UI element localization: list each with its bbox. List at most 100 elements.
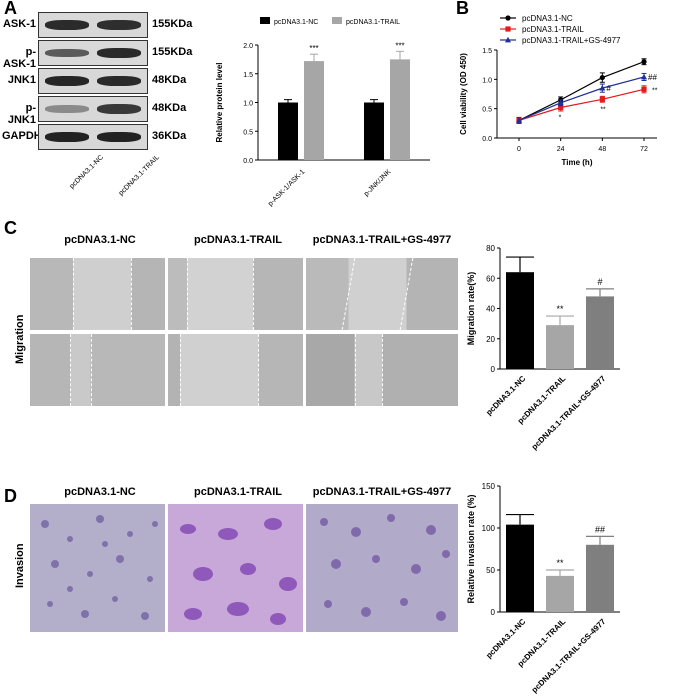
migration-micrograph <box>306 334 458 406</box>
x-tick-label: pcDNA3.1-TRAIL+GS-4977 <box>530 617 608 695</box>
bar <box>278 102 298 160</box>
x-tick-label: pcDNA3.1-TRAIL+GS-4977 <box>530 374 608 452</box>
y-tick-label: 0.5 <box>482 107 492 114</box>
bar <box>506 272 534 369</box>
invasion-title-trail: pcDNA3.1-TRAIL <box>193 486 282 498</box>
bar <box>304 61 324 160</box>
legend-marker <box>505 36 511 43</box>
y-tick-label: 0.0 <box>482 136 492 143</box>
bar <box>506 524 534 612</box>
legend-label: pcDNA3.1-TRAIL <box>522 25 584 34</box>
data-point <box>558 104 564 111</box>
significance-mark: # <box>597 277 602 287</box>
migration-side-label: Migration <box>14 314 26 365</box>
wb-kda: 155KDa <box>152 18 193 30</box>
y-tick-label: 1.0 <box>243 101 253 108</box>
legend-marker <box>505 15 511 21</box>
bar <box>364 102 384 160</box>
data-point <box>599 74 605 81</box>
migration-micrograph <box>30 334 165 406</box>
y-tick-label: 1.5 <box>243 72 253 79</box>
data-point <box>641 73 647 80</box>
lane-label-trail: pcDNA3.1-TRAIL <box>117 154 161 198</box>
significance-mark: ## <box>595 524 605 534</box>
significance-mark: *** <box>309 44 318 53</box>
invasion-micrograph <box>168 504 303 632</box>
wb-protein-name: ASK-1 <box>2 18 36 30</box>
wb-kda: 48KDa <box>152 102 187 114</box>
y-axis-label: Cell viability (OD 450) <box>459 53 468 135</box>
bar <box>546 575 574 612</box>
data-point <box>641 59 647 65</box>
legend-swatch <box>260 17 270 24</box>
blot-strip <box>38 40 148 66</box>
significance-mark: *** <box>395 41 404 50</box>
panel-label-b: B <box>456 0 469 18</box>
panel-label-c: C <box>4 218 17 238</box>
y-tick-label: 50 <box>486 566 495 575</box>
data-point <box>599 96 605 102</box>
data-point <box>599 84 606 91</box>
y-axis-label: Migration rate(%) <box>466 272 476 346</box>
y-axis-label: Relative invasion rate (%) <box>466 494 476 603</box>
y-axis-label: Relative protein level <box>215 62 224 142</box>
invasion-side-label: Invasion <box>14 543 26 588</box>
migration-micrograph <box>306 258 458 330</box>
significance-mark: ## <box>648 73 657 82</box>
invasion-images: pcDNA3.1-NC pcDNA3.1-TRAIL pcDNA3.1-TRAI… <box>0 480 460 640</box>
legend-swatch <box>332 17 342 24</box>
migration-title-gs: pcDNA3.1-TRAIL+GS-4977 <box>312 234 452 246</box>
legend-label: pcDNA3.1-TRAIL+GS-4977 <box>522 36 621 45</box>
x-tick-label: pcDNA3.1-NC <box>484 374 527 417</box>
wb-protein-name: p-JNK1 <box>7 102 36 126</box>
significance-mark: ** <box>556 304 564 314</box>
y-tick-label: 80 <box>486 244 495 253</box>
y-tick-label: 1.0 <box>482 77 492 84</box>
blot-strip <box>38 96 148 122</box>
y-tick-label: 100 <box>482 524 496 533</box>
wb-protein-name: JNK1 <box>7 74 36 86</box>
legend-label: pcDNA3.1-NC <box>274 19 318 26</box>
y-tick-label: 2.0 <box>243 43 253 50</box>
panel-label-a: A <box>4 0 17 18</box>
legend-label: pcDNA3.1-TRAIL <box>346 19 400 26</box>
y-tick-label: 60 <box>486 274 495 283</box>
blot-strip <box>38 68 148 94</box>
y-tick-label: 40 <box>486 305 495 314</box>
series-line <box>518 76 645 121</box>
wb-kda: 48KDa <box>152 74 187 86</box>
data-point <box>516 117 522 123</box>
wb-protein-name: p-ASK-1 <box>2 46 36 70</box>
x-axis-label: Time (h) <box>562 158 593 167</box>
significance-mark: ** <box>556 558 564 568</box>
legend-label: pcDNA3.1-NC <box>522 14 573 23</box>
x-tick-label: p-ASK-1/ASK-1 <box>267 168 306 207</box>
y-tick-label: 0.0 <box>243 158 253 165</box>
x-tick-label: p-JNK/JNK <box>363 168 393 198</box>
wb-kda: 155KDa <box>152 46 193 58</box>
y-tick-label: 20 <box>486 335 495 344</box>
y-tick-label: 0 <box>491 608 496 617</box>
cell-viability-chart: 0.0 0.5 1.0 1.5 0 24 48 72 Time (h) Cell viabilit… <box>459 14 658 167</box>
x-tick-label: 72 <box>640 146 648 153</box>
wb-kda: 36KDa <box>152 130 187 142</box>
y-tick-label: 0.5 <box>243 129 253 136</box>
x-tick-label: 48 <box>598 146 606 153</box>
significance-mark: ** <box>600 106 606 113</box>
migration-rate-chart: 0 20 40 60 80 Migration rate(%) pcDNA3.1-NC ** p… <box>466 244 620 452</box>
migration-title-nc: pcDNA3.1-NC <box>64 234 136 246</box>
invasion-title-nc: pcDNA3.1-NC <box>64 486 136 498</box>
significance-mark: ** <box>652 87 658 94</box>
bar <box>546 325 574 369</box>
migration-micrograph <box>30 258 165 330</box>
y-tick-label: 1.5 <box>482 48 492 55</box>
significance-mark: * <box>559 114 562 121</box>
wb-protein-name: GAPDH <box>2 130 42 142</box>
data-point <box>641 86 647 92</box>
invasion-micrograph <box>306 504 458 632</box>
x-tick-label: pcDNA3.1-NC <box>484 617 527 660</box>
invasion-micrograph <box>30 504 165 632</box>
migration-title-trail: pcDNA3.1-TRAIL <box>193 234 282 246</box>
series-line <box>518 88 645 121</box>
data-point <box>557 99 564 106</box>
